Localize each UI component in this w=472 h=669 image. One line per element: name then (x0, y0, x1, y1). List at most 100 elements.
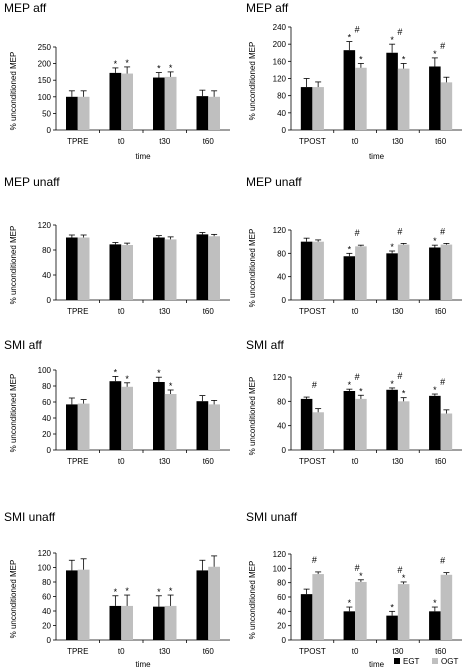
bar-egt (109, 605, 122, 640)
y-tick-label: 80 (42, 382, 51, 391)
y-tick-label: 0 (282, 296, 287, 305)
significance-mark: * (390, 242, 394, 252)
x-tick-label: TPOST (299, 457, 326, 466)
x-tick-label: TPRE (67, 457, 88, 466)
bar-ogt (440, 82, 453, 130)
y-tick-label: 120 (273, 75, 287, 84)
bar-egt (196, 96, 209, 130)
x-tick-label: TPOST (299, 137, 326, 146)
group-significance-mark: # (312, 555, 317, 565)
bar-egt (196, 570, 209, 640)
x-tick-label: t60 (435, 457, 447, 466)
y-tick-label: 0 (47, 126, 52, 135)
bar-egt (429, 66, 441, 130)
bar-egt (300, 241, 313, 300)
bar-ogt (208, 566, 220, 640)
bar-ogt (312, 241, 324, 300)
panel-title: SMI unaff (246, 510, 298, 524)
panel-title: MEP aff (246, 1, 289, 15)
y-tick-label: 200 (273, 40, 287, 49)
panel-title: SMI aff (4, 338, 42, 352)
bar-egt (196, 234, 209, 300)
y-tick-label: 0 (47, 296, 52, 305)
significance-mark: * (125, 374, 129, 384)
bar-ogt (312, 87, 324, 130)
significance-mark: * (390, 602, 394, 612)
y-tick-label: 40 (277, 109, 286, 118)
significance-mark: * (125, 58, 129, 68)
y-tick-label: 0 (47, 636, 52, 645)
x-tick-label: t0 (352, 137, 359, 146)
bar-egt (153, 606, 165, 640)
y-axis-label: % unconditioned MEP (9, 374, 18, 453)
bar-egt (343, 50, 356, 130)
panel-title: SMI unaff (4, 510, 56, 524)
legend-label: OGT (441, 657, 458, 666)
significance-mark: * (169, 63, 173, 73)
bar-ogt (208, 236, 220, 300)
y-tick-label: 40 (42, 607, 51, 616)
x-tick-label: t60 (203, 457, 215, 466)
y-axis-label: % unconditioned MEP (248, 229, 257, 308)
bar-ogt (312, 574, 324, 640)
significance-mark: * (402, 573, 406, 583)
y-tick-label: 100 (38, 93, 52, 102)
bar-egt (153, 382, 165, 450)
x-tick-label: t60 (435, 647, 447, 656)
significance-mark: * (157, 64, 161, 74)
x-tick-label: TPRE (67, 137, 88, 146)
bar-ogt (312, 412, 324, 450)
x-tick-label: t30 (392, 457, 404, 466)
x-tick-label: TPRE (67, 647, 88, 656)
bar-egt (109, 244, 122, 300)
y-tick-label: 0 (282, 126, 287, 135)
bar-ogt (164, 605, 177, 640)
bar-ogt (164, 394, 177, 450)
group-significance-mark: # (355, 25, 360, 35)
y-tick-label: 40 (277, 607, 286, 616)
x-tick-label: t30 (392, 137, 404, 146)
significance-mark: * (348, 33, 352, 43)
bar-egt (343, 390, 356, 450)
group-significance-mark: # (355, 372, 360, 382)
bar-egt (429, 247, 441, 300)
bar-egt (196, 401, 209, 450)
y-axis-label: % unconditioned MEP (9, 52, 18, 131)
y-tick-label: 120 (38, 549, 52, 558)
group-significance-mark: # (355, 563, 360, 573)
bar-ogt (77, 237, 90, 300)
bar-egt (153, 77, 165, 130)
bar-egt (66, 237, 78, 300)
x-tick-label: t0 (118, 647, 125, 656)
x-tick-label: t60 (203, 647, 215, 656)
y-tick-label: 50 (42, 109, 51, 118)
bar-ogt (121, 245, 133, 300)
y-tick-label: 100 (273, 564, 287, 573)
panel-title: MEP unaff (4, 175, 60, 189)
bar-ogt (440, 244, 453, 300)
y-tick-label: 80 (277, 92, 286, 101)
y-tick-label: 100 (38, 366, 52, 375)
y-tick-label: 20 (277, 622, 286, 631)
y-tick-label: 80 (277, 579, 286, 588)
bar-ogt (355, 398, 367, 450)
bar-egt (386, 253, 398, 300)
bar-egt (429, 395, 441, 450)
bar-egt (300, 87, 313, 130)
bar-egt (386, 389, 398, 450)
y-tick-label: 0 (47, 446, 52, 455)
bar-ogt (77, 96, 90, 130)
bar-ogt (208, 404, 220, 450)
group-significance-mark: # (397, 565, 402, 575)
significance-mark: * (359, 386, 363, 396)
x-tick-label: t30 (159, 647, 171, 656)
significance-mark: * (359, 571, 363, 581)
bar-ogt (121, 73, 133, 130)
group-significance-mark: # (397, 27, 402, 37)
legend-swatch-ogt (432, 658, 438, 664)
significance-mark: * (433, 598, 437, 608)
significance-mark: * (114, 59, 118, 69)
significance-mark: * (157, 587, 161, 597)
y-tick-label: 40 (42, 271, 51, 280)
y-tick-label: 80 (277, 249, 286, 258)
